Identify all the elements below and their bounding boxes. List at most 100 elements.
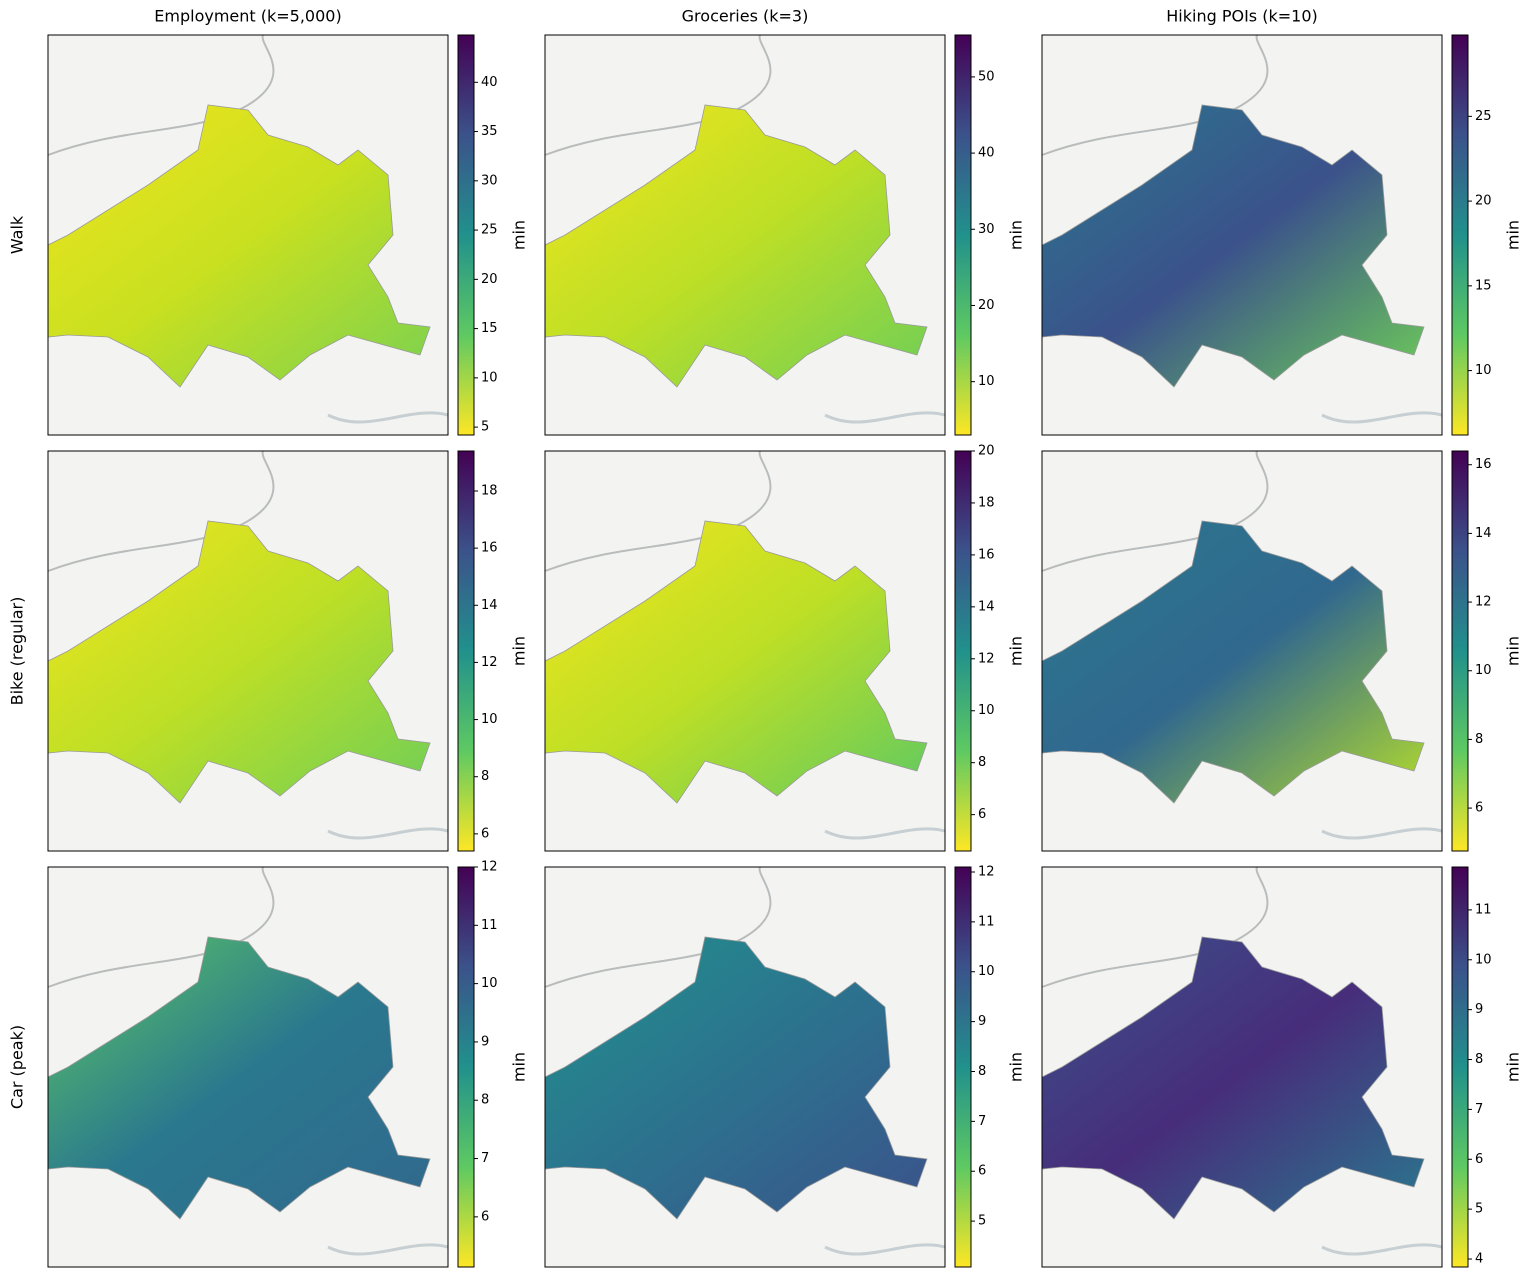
colorbar-tick-label: 10 bbox=[1475, 663, 1492, 678]
map-panel: 6 7 8 9 10 11 12 min bbox=[47, 860, 529, 1268]
colorbar-tick-label: 14 bbox=[1475, 526, 1492, 541]
colorbar-tick-label: 12 bbox=[481, 860, 498, 875]
colorbar-tick-label: 16 bbox=[978, 547, 995, 562]
map-panel: 10 20 30 40 50 min bbox=[544, 34, 1026, 436]
colorbar-label: min bbox=[510, 1052, 529, 1082]
river bbox=[1321, 1243, 1443, 1256]
colorbar-tick-label: 11 bbox=[481, 918, 498, 933]
colorbar-tick-label: 12 bbox=[1475, 595, 1492, 610]
colorbar-tick-label: 50 bbox=[978, 69, 995, 84]
colorbar-label: min bbox=[1007, 1052, 1026, 1082]
colorbar-tick-label: 9 bbox=[1475, 1002, 1483, 1017]
colorbar-tick-label: 6 bbox=[1475, 801, 1483, 816]
map-frame bbox=[47, 34, 449, 436]
colorbar bbox=[1451, 450, 1469, 852]
colorbar bbox=[954, 450, 972, 852]
colorbar-tick-label: 8 bbox=[1475, 732, 1483, 747]
colorbar-label: min bbox=[1007, 636, 1026, 666]
colorbar-tick-label: 14 bbox=[978, 599, 995, 614]
river bbox=[327, 827, 449, 840]
hex-coverage bbox=[544, 104, 928, 388]
river bbox=[824, 1243, 946, 1256]
hex-coverage bbox=[1041, 520, 1425, 804]
colorbar-tick-label: 20 bbox=[978, 298, 995, 313]
colorbar-tick-label: 20 bbox=[978, 444, 995, 459]
colorbar-tick-label: 20 bbox=[1475, 194, 1492, 209]
column-title: Hiking POIs (k=10) bbox=[1166, 7, 1317, 26]
colorbar-tick-label: 8 bbox=[1475, 1052, 1483, 1067]
hex-coverage bbox=[544, 936, 928, 1220]
colorbar-tick-label: 30 bbox=[481, 173, 498, 188]
colorbar-tick-label: 30 bbox=[978, 222, 995, 237]
map-panel: 5 6 7 8 9 10 11 12 min bbox=[544, 864, 1026, 1268]
colorbar-tick-label: 10 bbox=[1475, 952, 1492, 967]
colorbar-tick-label: 6 bbox=[978, 1164, 986, 1179]
colorbar-label: min bbox=[1504, 1052, 1523, 1082]
river bbox=[1321, 827, 1443, 840]
hex-coverage bbox=[47, 520, 431, 804]
river bbox=[327, 1243, 449, 1256]
colorbar-tick-label: 6 bbox=[481, 826, 489, 841]
colorbar-label: min bbox=[1504, 220, 1523, 250]
colorbar-tick-label: 14 bbox=[481, 598, 498, 613]
river bbox=[824, 411, 946, 424]
colorbar-tick-label: 18 bbox=[978, 495, 995, 510]
colorbar-tick-label: 16 bbox=[1475, 457, 1492, 472]
colorbar-tick-label: 6 bbox=[978, 807, 986, 822]
hex-coverage bbox=[47, 936, 431, 1220]
colorbar-tick-label: 40 bbox=[978, 146, 995, 161]
colorbar-tick-label: 12 bbox=[978, 651, 995, 666]
colorbar-tick-label: 6 bbox=[481, 1209, 489, 1224]
colorbar-tick-label: 8 bbox=[978, 1064, 986, 1079]
colorbar-tick-label: 5 bbox=[978, 1214, 986, 1229]
colorbar-tick-label: 7 bbox=[1475, 1102, 1483, 1117]
colorbar bbox=[1451, 866, 1469, 1268]
colorbar-tick-label: 8 bbox=[481, 1093, 489, 1108]
colorbar-tick-label: 10 bbox=[481, 976, 498, 991]
row-label: Car (peak) bbox=[8, 1025, 27, 1109]
colorbar-tick-label: 12 bbox=[978, 864, 995, 879]
hex-coverage bbox=[1041, 104, 1425, 388]
river bbox=[1321, 411, 1443, 424]
colorbar bbox=[954, 34, 972, 436]
map-panel: 6 8 10 12 14 16 min bbox=[1041, 450, 1523, 852]
colorbar-tick-label: 9 bbox=[978, 1014, 986, 1029]
map-frame bbox=[544, 34, 946, 436]
colorbar-tick-label: 6 bbox=[1475, 1152, 1483, 1167]
row-label: Bike (regular) bbox=[8, 597, 27, 706]
map-panel: 10 15 20 25 min bbox=[1041, 34, 1523, 436]
colorbar bbox=[954, 866, 972, 1268]
colorbar-tick-label: 18 bbox=[481, 484, 498, 499]
map-frame bbox=[1041, 450, 1443, 852]
map-panel: 6 8 10 12 14 16 18 min bbox=[47, 450, 529, 852]
column-title: Groceries (k=3) bbox=[682, 7, 809, 26]
colorbar-tick-label: 10 bbox=[978, 703, 995, 718]
colorbar-tick-label: 8 bbox=[481, 769, 489, 784]
colorbar-tick-label: 9 bbox=[481, 1034, 489, 1049]
colorbar-tick-label: 12 bbox=[481, 655, 498, 670]
colorbar-tick-label: 15 bbox=[481, 321, 498, 336]
colorbar-tick-label: 7 bbox=[481, 1151, 489, 1166]
colorbar-label: min bbox=[1504, 636, 1523, 666]
colorbar bbox=[457, 450, 475, 852]
colorbar bbox=[457, 866, 475, 1268]
colorbar-tick-label: 5 bbox=[1475, 1202, 1483, 1217]
hex-coverage bbox=[544, 520, 928, 804]
colorbar-tick-label: 20 bbox=[481, 272, 498, 287]
map-frame bbox=[1041, 866, 1443, 1268]
colorbar-tick-label: 5 bbox=[481, 420, 489, 435]
colorbar-tick-label: 25 bbox=[481, 223, 498, 238]
map-frame bbox=[544, 866, 946, 1268]
colorbar-tick-label: 10 bbox=[1475, 363, 1492, 378]
colorbar bbox=[1451, 34, 1469, 436]
map-panel: 4 5 6 7 8 9 10 11 min bbox=[1041, 866, 1523, 1268]
map-panel: 6 8 10 12 14 16 18 20 min bbox=[544, 444, 1026, 852]
map-frame bbox=[47, 866, 449, 1268]
colorbar-tick-label: 8 bbox=[978, 755, 986, 770]
colorbar-tick-label: 10 bbox=[481, 370, 498, 385]
colorbar-tick-label: 10 bbox=[978, 964, 995, 979]
colorbar-label: min bbox=[510, 220, 529, 250]
colorbar-tick-label: 40 bbox=[481, 75, 498, 90]
colorbar-tick-label: 11 bbox=[1475, 902, 1492, 917]
